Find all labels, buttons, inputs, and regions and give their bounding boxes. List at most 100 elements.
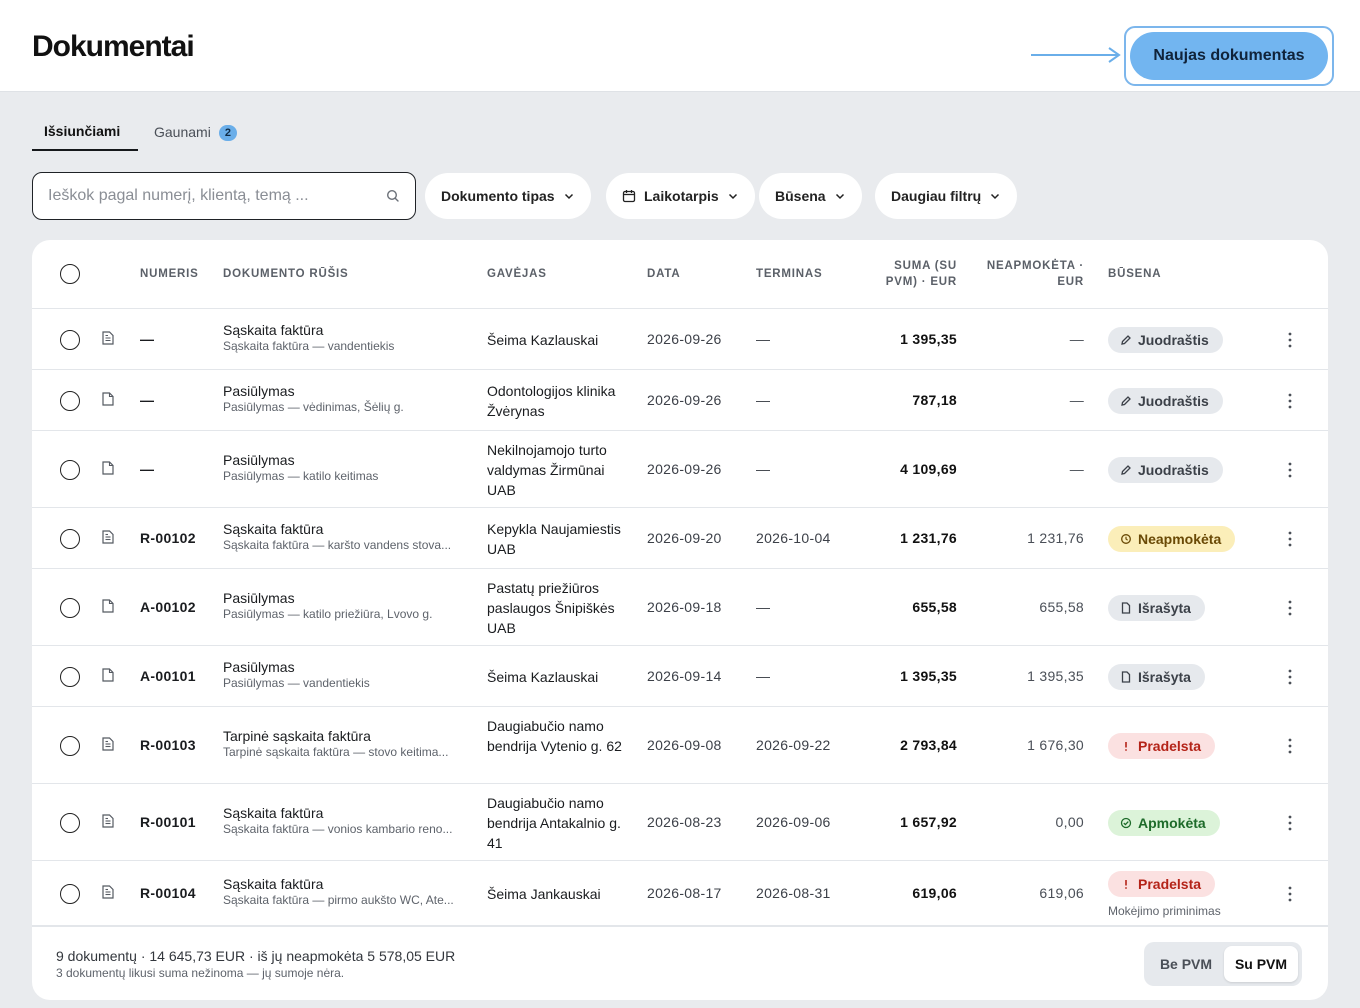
status-badge-label: Neapmokėta — [1138, 530, 1222, 547]
column-status[interactable]: BŪSENA — [1108, 268, 1162, 280]
column-unpaid[interactable]: NEAPMOKĖTA · EUR — [987, 258, 1084, 290]
tab-incoming-label: Gaunami — [154, 124, 211, 140]
more-actions-icon[interactable] — [1284, 331, 1296, 349]
table-row[interactable]: — Pasiūlymas Pasiūlymas — vėdinimas, Šėlių… — [32, 370, 1328, 431]
row-checkbox[interactable] — [60, 735, 80, 756]
tab-incoming-count-badge: 2 — [218, 125, 237, 141]
table-row[interactable]: — Sąskaita faktūra Sąskaita faktūra — vand… — [32, 309, 1328, 370]
documents-table: NUMERIS DOKUMENTO RŪŠIS GAVĖJAS DATA TER… — [32, 240, 1328, 1000]
row-checkbox[interactable] — [60, 812, 80, 833]
tab-outgoing[interactable]: Išsiunčiami — [32, 120, 138, 151]
check-circle-icon — [1120, 817, 1132, 828]
row-due-date: — — [756, 460, 771, 477]
column-document-type[interactable]: DOKUMENTO RŪŠIS — [223, 268, 349, 280]
row-unpaid: — — [1069, 330, 1084, 347]
row-type-title: Pasiūlymas — [223, 451, 295, 468]
row-document-type: Sąskaita faktūra Sąskaita faktūra — vonio… — [223, 804, 471, 837]
vat-option-without[interactable]: Be PVM — [1159, 956, 1213, 972]
chevron-down-icon — [728, 193, 737, 200]
row-checkbox[interactable] — [60, 883, 80, 904]
row-type-subtitle: Sąskaita faktūra — karšto vandens stova.… — [223, 537, 452, 552]
more-actions-icon[interactable] — [1284, 530, 1296, 548]
column-recipient[interactable]: GAVĖJAS — [487, 268, 547, 280]
vat-option-with[interactable]: Su PVM — [1224, 946, 1298, 982]
row-checkbox[interactable] — [60, 597, 80, 618]
status-badge: Apmokėta — [1108, 809, 1220, 836]
row-checkbox[interactable] — [60, 666, 80, 687]
row-unpaid: 655,58 — [1039, 598, 1084, 615]
row-checkbox[interactable] — [60, 528, 80, 549]
more-actions-icon[interactable] — [1284, 737, 1296, 755]
footer-summary: 9 dokumentų · 14 645,73 EUR · iš jų neap… — [56, 948, 456, 964]
row-sum: 787,18 — [912, 391, 957, 408]
document-icon — [102, 330, 114, 345]
table-row[interactable]: R-00101 Sąskaita faktūra Sąskaita faktūra … — [32, 784, 1328, 861]
search-icon[interactable] — [385, 188, 401, 204]
status-badge: Išrašyta — [1108, 594, 1205, 621]
row-sum: 619,06 — [912, 884, 957, 901]
tab-outgoing-label: Išsiunčiami — [44, 123, 121, 139]
table-row[interactable]: R-00102 Sąskaita faktūra Sąskaita faktūra … — [32, 508, 1328, 569]
row-sum: 4 109,69 — [900, 460, 957, 477]
table-row[interactable]: A-00102 Pasiūlymas Pasiūlymas — katilo pri… — [32, 569, 1328, 646]
row-checkbox[interactable] — [60, 329, 80, 350]
row-type-subtitle: Pasiūlymas — katilo keitimas — [223, 468, 379, 483]
filter-status[interactable]: Būsena — [759, 173, 862, 219]
row-type-title: Tarpinė sąskaita faktūra — [223, 727, 371, 744]
document-icon — [102, 884, 114, 899]
more-actions-icon[interactable] — [1284, 461, 1296, 479]
row-date: 2026-09-26 — [647, 460, 722, 477]
table-row[interactable]: R-00104 Sąskaita faktūra Sąskaita faktūra … — [32, 861, 1328, 926]
row-sum: 1 395,35 — [900, 330, 957, 347]
row-document-type: Pasiūlymas Pasiūlymas — vėdinimas, Šėlių … — [223, 382, 471, 415]
pencil-icon — [1121, 464, 1131, 475]
row-type-title: Pasiūlymas — [223, 658, 295, 675]
filter-period[interactable]: Laikotarpis — [606, 173, 755, 219]
more-actions-icon[interactable] — [1284, 599, 1296, 617]
row-checkbox[interactable] — [60, 459, 80, 480]
page-title: Dokumentai — [32, 30, 195, 63]
column-number[interactable]: NUMERIS — [140, 268, 199, 280]
row-recipient: Daugiabučio namo bendrija Vytenio g. 62 — [487, 717, 622, 754]
filter-more-label: Daugiau filtrų — [891, 188, 982, 204]
table-row[interactable]: A-00101 Pasiūlymas Pasiūlymas — vandentiek… — [32, 646, 1328, 707]
row-date: 2026-09-14 — [647, 667, 722, 684]
row-sum: 655,58 — [912, 598, 957, 615]
search-input[interactable] — [48, 185, 368, 207]
more-actions-icon[interactable] — [1284, 885, 1296, 903]
document-icon — [102, 529, 114, 544]
column-due-date[interactable]: TERMINAS — [756, 268, 823, 280]
table-row[interactable]: R-00103 Tarpinė sąskaita faktūra Tarpinė s… — [32, 707, 1328, 784]
document-icon — [102, 598, 114, 613]
row-due-date: — — [756, 391, 771, 408]
more-actions-icon[interactable] — [1284, 668, 1296, 686]
select-all-checkbox[interactable] — [60, 264, 80, 284]
more-actions-icon[interactable] — [1284, 814, 1296, 832]
arrow-right-icon — [1031, 47, 1121, 63]
row-type-subtitle: Sąskaita faktūra — vonios kambario reno.… — [223, 821, 453, 836]
status-badge-label: Pradelsta — [1138, 737, 1202, 754]
row-type-title: Sąskaita faktūra — [223, 520, 324, 537]
column-date[interactable]: DATA — [647, 268, 681, 280]
row-checkbox[interactable] — [60, 390, 80, 411]
table-row[interactable]: — Pasiūlymas Pasiūlymas — katilo keitimas N… — [32, 431, 1328, 508]
row-recipient: Nekilnojamojo turto valdymas Žirmūnai UA… — [487, 441, 607, 498]
filter-document-type-label: Dokumento tipas — [441, 188, 555, 204]
filter-more[interactable]: Daugiau filtrų — [875, 173, 1018, 219]
footer-divider — [32, 926, 1328, 927]
document-icon — [102, 667, 114, 682]
more-actions-icon[interactable] — [1284, 392, 1296, 410]
tab-incoming[interactable]: Gaunami 2 — [154, 120, 237, 151]
filter-document-type[interactable]: Dokumento tipas — [425, 173, 591, 219]
row-type-title: Pasiūlymas — [223, 382, 295, 399]
status-badge: Pradelsta — [1108, 732, 1216, 759]
exclamation-icon — [1125, 741, 1127, 751]
pencil-icon — [1121, 334, 1131, 345]
row-type-subtitle: Sąskaita faktūra — vandentiekis — [223, 338, 395, 353]
document-icon — [102, 736, 114, 751]
row-recipient: Pastatų priežiūros paslaugos Šnipiškės U… — [487, 579, 615, 636]
row-type-title: Sąskaita faktūra — [223, 321, 324, 338]
column-sum[interactable]: SUMA (SU PVM) · EUR — [886, 258, 957, 290]
status-badge: Pradelsta — [1108, 871, 1216, 897]
new-document-button[interactable]: Naujas dokumentas — [1130, 32, 1328, 80]
